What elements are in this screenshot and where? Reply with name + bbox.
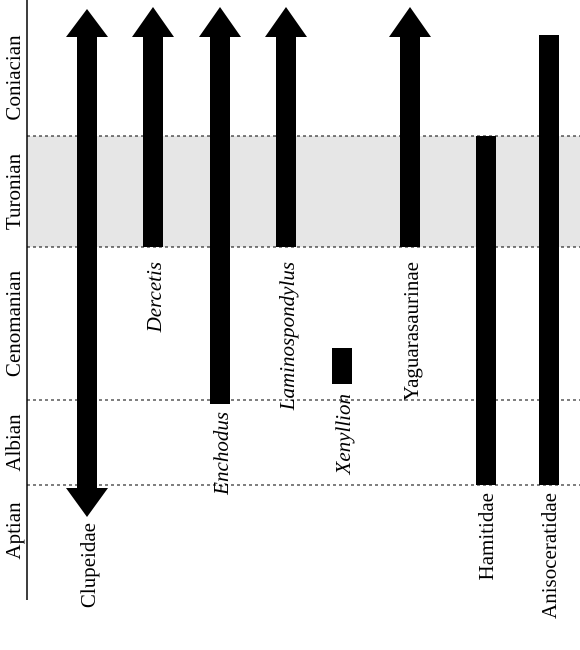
turonian-highlight-band xyxy=(27,136,580,247)
taxon-label-enchodus: Enchodus xyxy=(209,412,233,496)
taxon-label-laminospondylus: Laminospondylus xyxy=(275,262,299,411)
range-bar-hamitidae xyxy=(476,136,496,485)
stage-label-albian: Albian xyxy=(1,414,25,472)
range-bar-anisoceratidae xyxy=(539,35,559,485)
range-bar-dercetis xyxy=(132,7,174,247)
taxon-label-dercetis: Dercetis xyxy=(142,262,166,333)
range-bar-xenyllion xyxy=(332,348,352,384)
taxon-label-xenyllion: Xenyllion xyxy=(331,394,355,475)
range-bar-yaguarasaurinae xyxy=(389,7,431,247)
stage-label-turonian: Turonian xyxy=(1,153,25,230)
range-bars xyxy=(66,7,559,517)
stage-label-cenomanian: Cenomanian xyxy=(1,270,25,377)
stage-label-aptian: Aptian xyxy=(1,502,25,560)
stage-labels: Coniacian Turonian Cenomanian Albian Apt… xyxy=(1,35,25,560)
taxon-label-anisoceratidae: Anisoceratidae xyxy=(537,493,561,619)
taxon-labels: Clupeidae Dercetis Enchodus Laminospondy… xyxy=(76,262,561,619)
range-bar-enchodus xyxy=(199,7,241,404)
taxon-label-hamitidae: Hamitidae xyxy=(474,493,498,580)
range-bar-laminospondylus xyxy=(265,7,307,247)
taxon-label-yaguarasaurinae: Yaguarasaurinae xyxy=(399,262,423,401)
range-bar-clupeidae xyxy=(66,9,108,517)
stage-label-coniacian: Coniacian xyxy=(1,35,25,121)
taxon-label-clupeidae: Clupeidae xyxy=(76,523,100,608)
